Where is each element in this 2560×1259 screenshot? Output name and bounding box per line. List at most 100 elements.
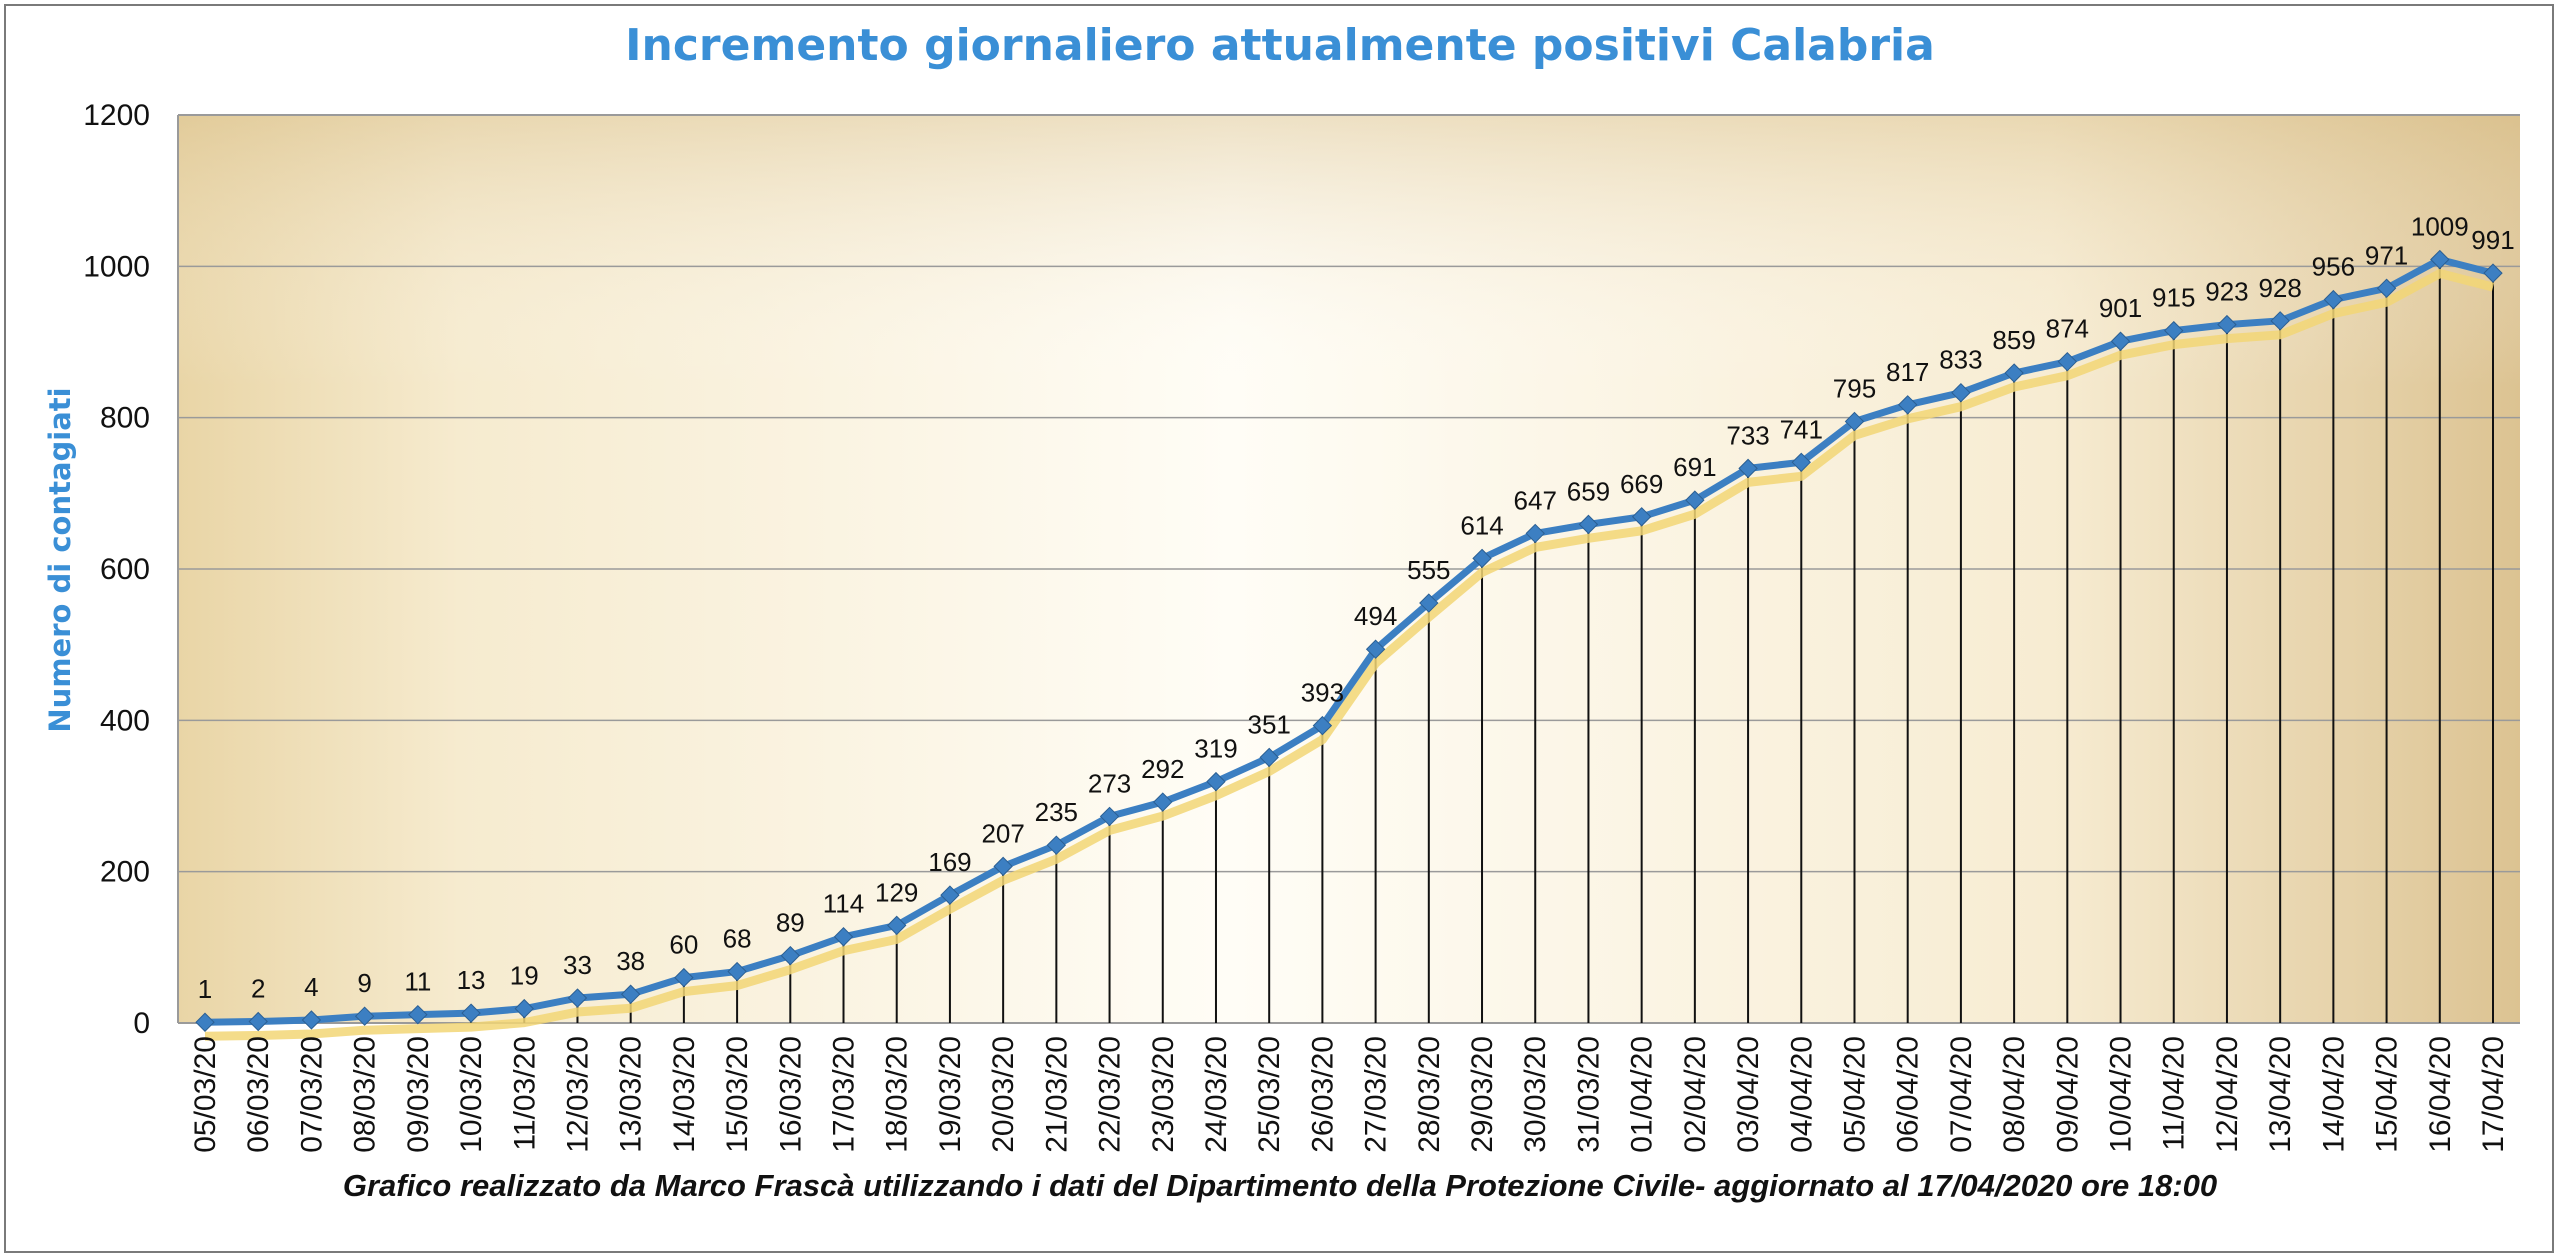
- data-label: 4: [304, 972, 318, 1002]
- data-label: 129: [875, 877, 918, 907]
- data-label: 207: [981, 818, 1024, 848]
- x-tick-label: 16/04/20: [2424, 1036, 2457, 1153]
- data-point: [1578, 514, 1599, 535]
- x-tick-label: 02/04/20: [1679, 1036, 1712, 1153]
- x-axis-ticks: 05/03/20 06/03/20 07/03/20 08/03/20 09/03/20…: [189, 1036, 2510, 1153]
- data-point: [2430, 249, 2450, 270]
- data-label: 971: [2365, 240, 2408, 270]
- x-tick-label: 09/04/20: [2051, 1036, 2084, 1153]
- data-label: 11: [404, 967, 431, 997]
- data-point: [1631, 507, 1652, 527]
- data-label: 89: [776, 908, 805, 938]
- x-tick-label: 11/04/20: [2158, 1036, 2191, 1151]
- data-label: 235: [1035, 797, 1078, 827]
- y-tick-label: 0: [133, 1007, 150, 1040]
- data-point: [354, 1006, 375, 1026]
- data-label: 319: [1194, 734, 1237, 764]
- data-point: [1525, 523, 1545, 544]
- data-label: 915: [2152, 283, 2195, 313]
- data-point: [1046, 835, 1067, 855]
- x-tick-label: 31/03/20: [1572, 1036, 1605, 1153]
- data-point: [674, 967, 694, 988]
- data-point: [301, 1010, 322, 1030]
- x-tick-label: 07/03/20: [295, 1036, 328, 1153]
- x-tick-label: 19/03/20: [934, 1036, 967, 1153]
- data-point: [940, 885, 960, 905]
- x-tick-label: 05/04/20: [1838, 1036, 1871, 1153]
- x-tick-label: 06/03/20: [242, 1036, 275, 1153]
- x-tick-label: 13/03/20: [615, 1036, 648, 1153]
- data-point: [2057, 351, 2078, 372]
- x-tick-label: 17/03/20: [828, 1036, 861, 1153]
- chart-caption: Grafico realizzato da Marco Frascà utili…: [342, 1168, 2218, 1203]
- x-tick-label: 14/03/20: [668, 1036, 701, 1153]
- x-tick-label: 30/03/20: [1519, 1036, 1552, 1153]
- data-point: [1099, 806, 1120, 827]
- x-tick-label: 23/03/20: [1147, 1036, 1180, 1153]
- data-point: [1951, 382, 1971, 403]
- x-tick-label: 27/03/20: [1360, 1036, 1393, 1153]
- x-tick-label: 11/03/20: [508, 1036, 541, 1151]
- data-label: 292: [1141, 754, 1184, 784]
- data-point: [461, 1003, 481, 1023]
- data-point: [2164, 320, 2184, 341]
- chart-title: Incremento giornaliero attualmente posit…: [625, 20, 1935, 71]
- data-label: 19: [510, 961, 539, 991]
- data-point: [1206, 771, 1226, 792]
- data-label: 659: [1567, 476, 1610, 506]
- data-point: [993, 856, 1013, 877]
- data-label: 901: [2099, 293, 2142, 323]
- data-label: 923: [2205, 277, 2248, 307]
- x-tick-label: 17/04/20: [2477, 1036, 2510, 1153]
- data-point: [2217, 314, 2237, 335]
- x-tick-label: 05/03/20: [189, 1036, 222, 1153]
- data-label: 555: [1407, 555, 1450, 585]
- data-label: 741: [1780, 414, 1823, 444]
- data-label: 669: [1620, 469, 1663, 499]
- x-tick-label: 08/04/20: [1998, 1036, 2031, 1153]
- x-tick-label: 09/03/20: [402, 1036, 435, 1153]
- data-point: [2483, 263, 2503, 283]
- data-point: [780, 945, 801, 966]
- data-point: [1472, 548, 1492, 569]
- data-label: 13: [457, 965, 486, 995]
- data-point: [1685, 490, 1705, 510]
- data-label: 691: [1673, 452, 1716, 482]
- x-tick-label: 26/03/20: [1306, 1036, 1339, 1153]
- grid-lines: [177, 114, 2520, 1024]
- data-point: [1897, 395, 1918, 415]
- data-label: 614: [1460, 510, 1503, 540]
- data-label: 795: [1833, 373, 1876, 403]
- x-tick-label: 15/03/20: [721, 1036, 754, 1153]
- y-tick-label: 1200: [83, 99, 150, 132]
- x-tick-label: 18/03/20: [881, 1036, 914, 1153]
- data-label: 833: [1939, 345, 1982, 375]
- data-point: [514, 998, 534, 1019]
- data-label: 38: [616, 946, 645, 976]
- data-label: 169: [928, 847, 971, 877]
- data-point: [2376, 278, 2397, 298]
- x-tick-label: 21/03/20: [1040, 1036, 1073, 1153]
- data-label: 874: [2046, 314, 2089, 344]
- data-point: [2004, 363, 2024, 383]
- x-tick-label: 15/04/20: [2371, 1036, 2404, 1153]
- data-point: [1312, 715, 1333, 736]
- x-tick-label: 07/04/20: [1945, 1036, 1978, 1153]
- data-label: 1009: [2411, 212, 2469, 242]
- data-point: [727, 961, 747, 982]
- series-shadow-line: [204, 269, 2495, 1041]
- data-point: [1419, 593, 1439, 613]
- data-label: 494: [1354, 601, 1397, 631]
- data-point: [195, 1012, 215, 1032]
- data-point: [833, 927, 854, 947]
- data-labels: 1 2 4 9 11 13 19 33 38 60 68 89 114 129 169 207 235 273 29…: [198, 212, 2515, 1005]
- x-tick-label: 12/03/20: [561, 1036, 594, 1153]
- data-label: 859: [1992, 325, 2035, 355]
- x-tick-label: 24/03/20: [1200, 1036, 1233, 1153]
- data-label: 68: [723, 924, 752, 954]
- data-label: 60: [669, 930, 698, 960]
- data-label: 817: [1886, 357, 1929, 387]
- data-label: 351: [1247, 709, 1290, 739]
- data-label: 991: [2471, 225, 2514, 255]
